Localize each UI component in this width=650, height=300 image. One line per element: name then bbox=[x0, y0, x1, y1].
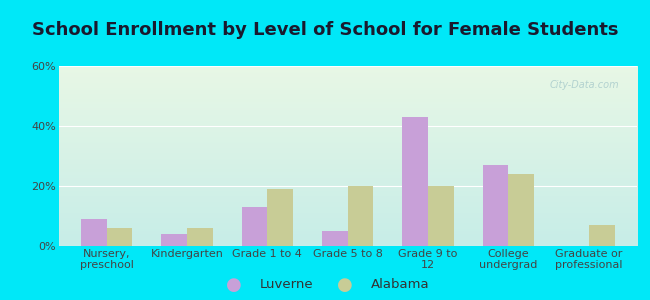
Bar bbox=[81, 219, 107, 246]
Text: Alabama: Alabama bbox=[370, 278, 429, 292]
Bar bbox=[161, 234, 187, 246]
Bar bbox=[242, 207, 267, 246]
Text: School Enrollment by Level of School for Female Students: School Enrollment by Level of School for… bbox=[32, 21, 618, 39]
Bar bbox=[267, 189, 293, 246]
Bar bbox=[589, 225, 614, 246]
Text: Luverne: Luverne bbox=[260, 278, 313, 292]
Bar bbox=[187, 228, 213, 246]
Bar bbox=[322, 231, 348, 246]
Bar bbox=[508, 174, 534, 246]
Bar bbox=[107, 228, 133, 246]
Bar bbox=[402, 117, 428, 246]
Text: City-Data.com: City-Data.com bbox=[550, 80, 619, 90]
Bar bbox=[483, 165, 508, 246]
Text: ●: ● bbox=[226, 276, 242, 294]
Bar bbox=[348, 186, 374, 246]
Text: ●: ● bbox=[337, 276, 352, 294]
Bar bbox=[428, 186, 454, 246]
